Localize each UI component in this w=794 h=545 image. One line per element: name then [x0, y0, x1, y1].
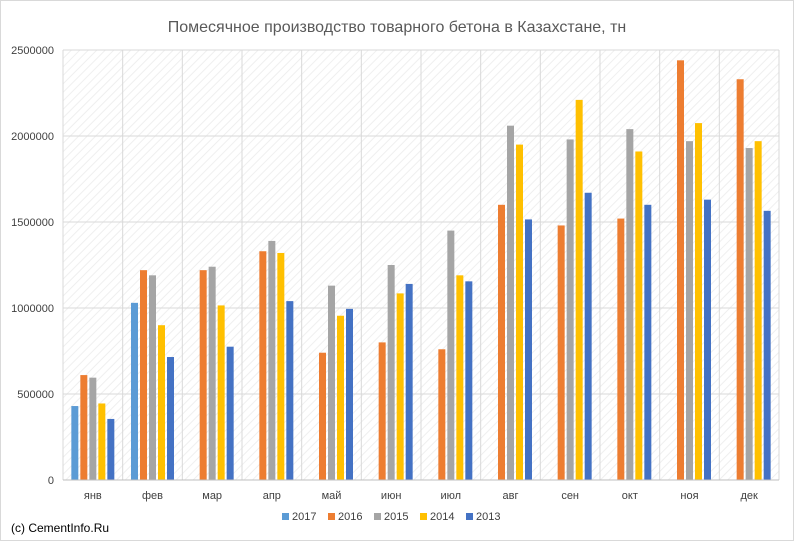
bar-2016	[80, 375, 88, 480]
x-tick-label: июл	[441, 490, 462, 502]
y-tick-label: 2000000	[11, 131, 54, 143]
bar-2015	[745, 148, 753, 481]
bar-2015	[626, 129, 634, 480]
bar-2015	[328, 285, 335, 480]
bar-2016	[140, 270, 147, 480]
chart-title: Помесячное производство товарного бетона…	[168, 19, 626, 36]
legend-swatch-2017	[282, 513, 289, 520]
legend-label: 2013	[476, 511, 500, 523]
x-tick-label: мар	[202, 490, 222, 502]
bar-2014	[456, 275, 464, 480]
legend-label: 2015	[384, 511, 408, 523]
y-tick-label: 0	[48, 475, 54, 487]
bar-2015	[566, 139, 574, 480]
bar-2014	[217, 305, 225, 480]
bar-2013	[405, 283, 413, 480]
x-tick-label: авг	[503, 490, 519, 502]
bar-2016	[259, 251, 267, 480]
bar-2016	[378, 342, 386, 480]
bar-2013	[525, 219, 532, 481]
legend-swatch-2016	[328, 513, 335, 520]
x-tick-label: дек	[740, 490, 758, 502]
legend-label: 2016	[338, 511, 362, 523]
legend: 2017 2016 2015 2014 2013	[282, 511, 500, 523]
plot-area: 0 500000 1000000 1500000 2000000 2500000 янв фе…	[11, 45, 780, 502]
legend-label: 2017	[292, 511, 316, 523]
bar-2014	[754, 141, 762, 480]
legend-swatch-2013	[466, 513, 473, 520]
bar-2013	[167, 357, 174, 480]
bar-2014	[98, 403, 106, 480]
bar-2016	[736, 79, 744, 481]
y-tick-label: 500000	[17, 389, 54, 401]
bar-2016	[498, 204, 505, 481]
x-tick-label: окт	[622, 490, 638, 502]
bar-2015	[507, 125, 514, 481]
bar-2015	[686, 141, 693, 480]
bar-2014	[158, 325, 165, 480]
bar-2016	[557, 225, 565, 480]
bar-2017	[71, 406, 79, 480]
bar-2014	[695, 123, 702, 480]
bar-2014	[396, 293, 404, 480]
x-tick-label: май	[322, 490, 342, 502]
bar-2016	[617, 218, 625, 480]
bar-2013	[584, 192, 592, 480]
x-tick-label: ноя	[680, 490, 698, 502]
x-tick-label: янв	[84, 490, 102, 502]
legend-swatch-2014	[420, 513, 427, 520]
bar-2014	[635, 151, 643, 481]
bar-2013	[226, 346, 234, 480]
x-tick-label: фев	[142, 490, 163, 502]
bar-2015	[89, 377, 97, 480]
x-tick-label: сен	[561, 490, 579, 502]
bar-2015	[149, 275, 156, 480]
y-tick-label: 2500000	[11, 45, 54, 57]
bar-2013	[346, 308, 353, 480]
legend-swatch-2015	[374, 513, 381, 520]
bar-2015	[268, 240, 276, 480]
bar-2013	[465, 281, 473, 480]
bar-2014	[277, 252, 285, 480]
bar-2014	[575, 99, 583, 480]
bar-2016	[438, 349, 446, 480]
bar-2017	[131, 302, 138, 480]
bar-2016	[677, 60, 684, 480]
bar-2014	[337, 315, 344, 480]
bar-2013	[704, 199, 711, 480]
bar-2016	[199, 270, 207, 480]
bar-2015	[447, 230, 455, 480]
bar-2013	[644, 204, 652, 481]
x-tick-label: апр	[263, 490, 281, 502]
copyright-text: (c) CementInfo.Ru	[11, 521, 110, 535]
bar-2015	[208, 266, 216, 480]
bar-2013	[763, 210, 771, 480]
bar-2016	[319, 352, 326, 480]
legend-label: 2014	[430, 511, 454, 523]
bar-2015	[387, 265, 395, 480]
y-tick-label: 1000000	[11, 303, 54, 315]
y-tick-label: 1500000	[11, 217, 54, 229]
bar-2013	[286, 301, 294, 480]
bar-2013	[107, 418, 115, 480]
bar-2014	[516, 144, 523, 480]
x-tick-label: июн	[381, 490, 401, 502]
